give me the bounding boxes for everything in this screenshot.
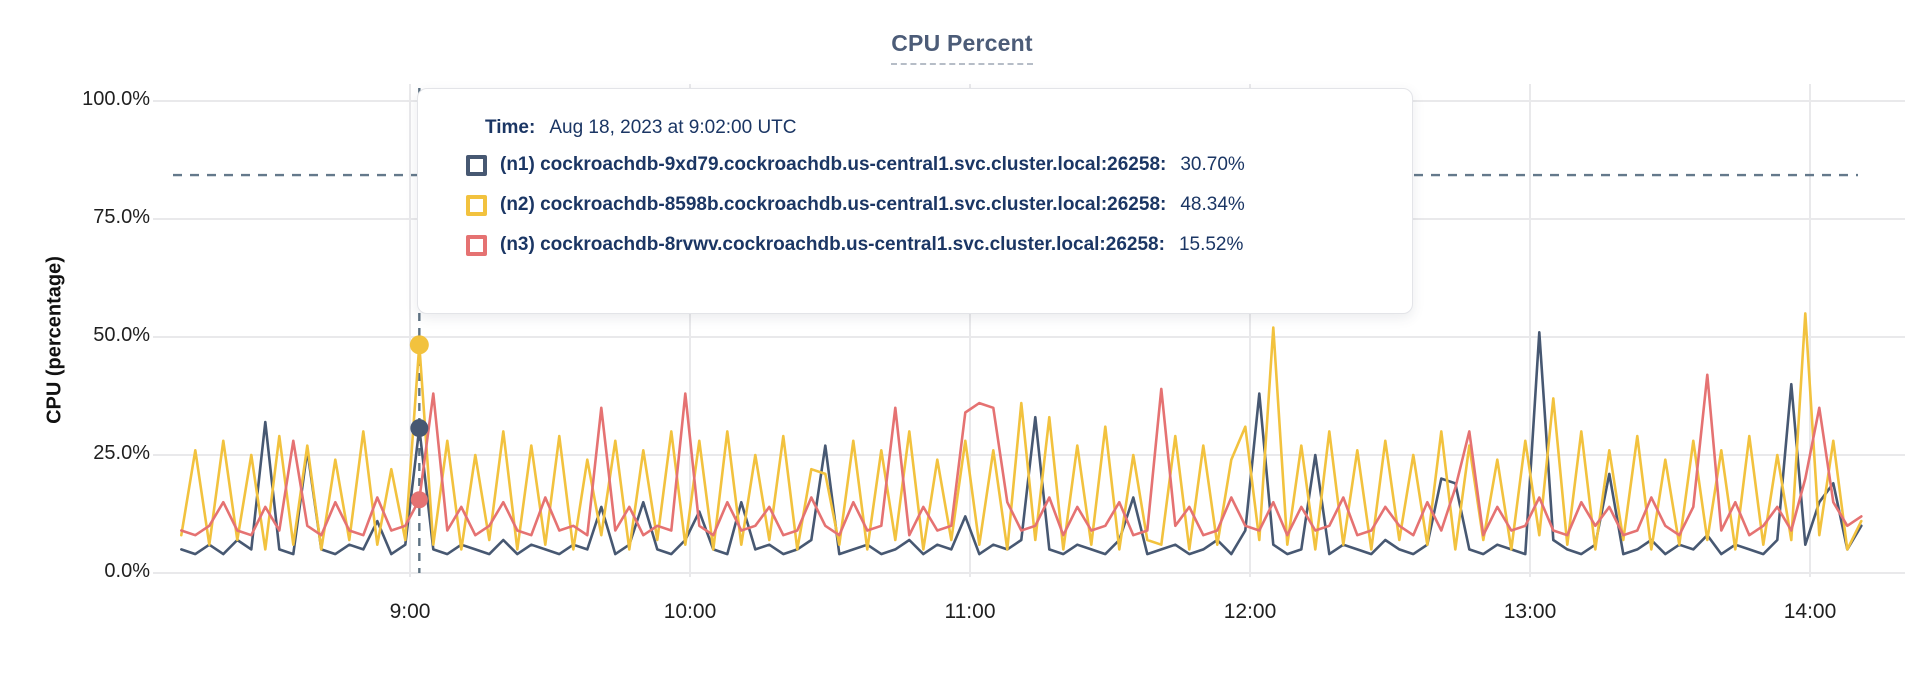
tooltip-series-n3-value: 15.52% (1178, 234, 1244, 255)
tooltip-series-n1-value: 30.70% (1180, 154, 1245, 175)
y-tick-label-75: 75.0% (93, 206, 150, 228)
tooltip-series-n2-label: (n2) cockroachdb-8598b.cockroachdb.us-ce… (500, 194, 1167, 215)
y-tick-label-50: 50.0% (93, 324, 150, 346)
tooltip-series-row-n1: (n1) cockroachdb-9xd79.cockroachdb.us-ce… (466, 151, 1376, 179)
series-n3-color-swatch-icon (466, 234, 487, 256)
series-n2-color-swatch-icon (466, 194, 487, 216)
series-line-n1 (180, 330, 1863, 556)
hover-dot-n1 (410, 419, 429, 438)
series-n1-color-swatch-icon (466, 154, 487, 176)
tooltip-series-n1-label: (n1) cockroachdb-9xd79.cockroachdb.us-ce… (500, 154, 1167, 175)
hover-dot-n3 (410, 491, 428, 509)
y-tick-label-0: 0.0% (104, 560, 150, 582)
y-tick-label-100: 100.0% (82, 88, 150, 110)
tooltip-series-row-n3: (n3) cockroachdb-8rvwv.cockroachdb.us-ce… (466, 231, 1376, 259)
y-tick-label-25: 25.0% (93, 442, 150, 464)
x-tick-label-11: 11:00 (944, 600, 996, 623)
tooltip-series-n3-label: (n3) cockroachdb-8rvwv.cockroachdb.us-ce… (500, 234, 1165, 255)
hover-dot-n2 (409, 335, 429, 355)
tooltip-time-value: Aug 18, 2023 at 9:02:00 UTC (549, 117, 797, 138)
tooltip-series-n2-value: 48.34% (1180, 194, 1245, 215)
chart-title: CPU Percent (891, 30, 1033, 65)
x-tick-label-14: 14:00 (1783, 600, 1837, 623)
x-tick-label-9: 9:00 (389, 600, 431, 623)
chart-title-wrap: CPU Percent (0, 30, 1924, 65)
chart-tooltip: Time: Aug 18, 2023 at 9:02:00 UTC (n1) co… (417, 88, 1413, 314)
tooltip-time-label: Time: (485, 117, 536, 138)
tooltip-time-row: Time: Aug 18, 2023 at 9:02:00 UTC (485, 117, 1376, 139)
tooltip-series-row-n2: (n2) cockroachdb-8598b.cockroachdb.us-ce… (466, 191, 1376, 219)
x-tick-label-13: 13:00 (1503, 600, 1557, 623)
x-tick-label-10: 10:00 (663, 600, 717, 623)
series-line-n2 (180, 312, 1863, 551)
series-line-n3 (180, 373, 1863, 537)
x-tick-label-12: 12:00 (1223, 600, 1277, 623)
